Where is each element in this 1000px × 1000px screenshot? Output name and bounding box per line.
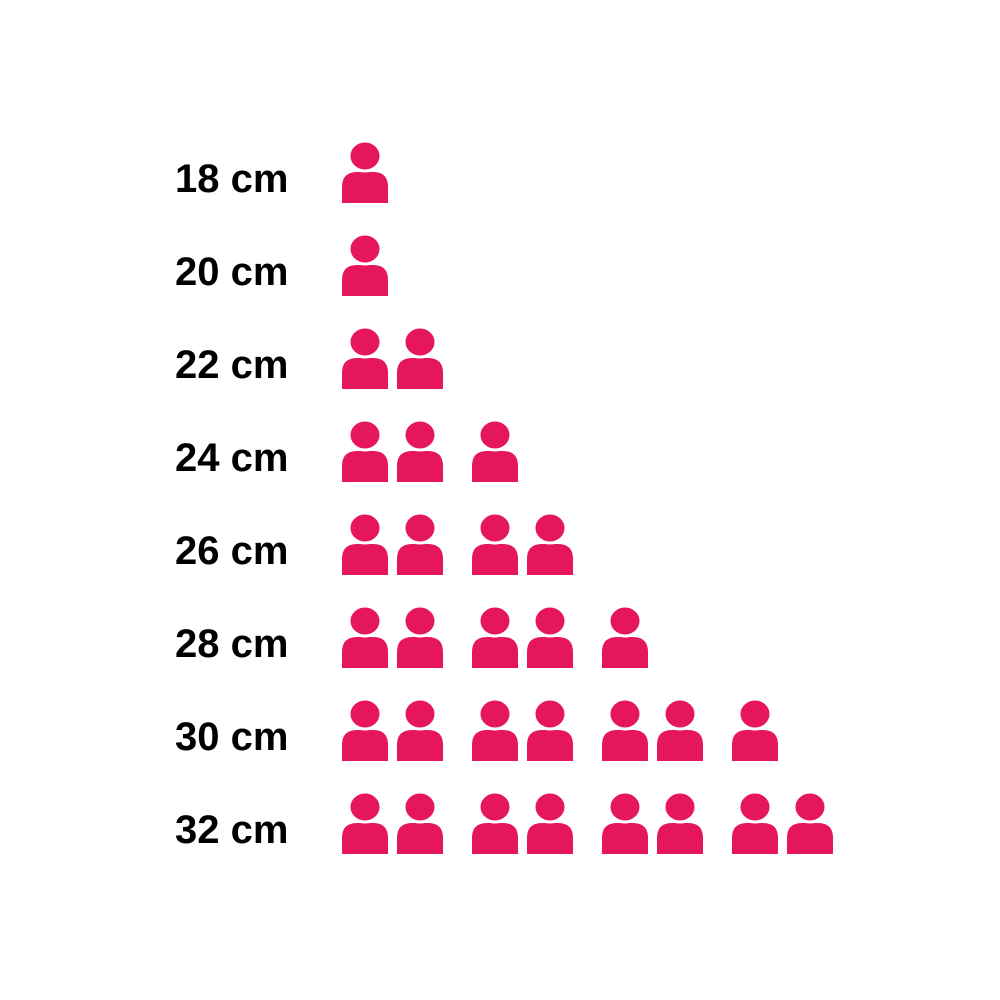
person-icon — [472, 792, 518, 854]
icon-group — [340, 792, 835, 854]
icon-group — [340, 327, 445, 389]
category-label: 32 cm — [175, 808, 289, 852]
person-icon — [397, 792, 443, 854]
person-icon — [342, 606, 388, 668]
pictogram-row: 20 cm — [175, 234, 835, 296]
person-icon — [342, 699, 388, 761]
pictogram-row: 24 cm — [175, 420, 835, 482]
pictogram-row: 30 cm — [175, 699, 835, 761]
category-label: 30 cm — [175, 715, 289, 759]
person-icon — [602, 606, 648, 668]
person-icon — [602, 792, 648, 854]
category-label: 28 cm — [175, 622, 289, 666]
category-label: 24 cm — [175, 436, 289, 480]
person-icon — [342, 513, 388, 575]
person-icon — [397, 327, 443, 389]
person-icon — [732, 699, 778, 761]
person-icon — [472, 606, 518, 668]
person-icon — [657, 792, 703, 854]
person-icon — [657, 699, 703, 761]
person-icon — [472, 513, 518, 575]
person-icon — [527, 699, 573, 761]
icon-group — [340, 699, 780, 761]
pictogram-row: 32 cm — [175, 792, 835, 854]
person-icon — [342, 420, 388, 482]
pictogram-row: 22 cm — [175, 327, 835, 389]
category-label: 22 cm — [175, 343, 289, 387]
pictogram-row: 26 cm — [175, 513, 835, 575]
pictogram-chart: 18 cm 20 cm 22 cm 24 cm 26 cm 28 cm 30 cm 32 cm — [175, 141, 835, 885]
icon-group — [340, 513, 575, 575]
person-icon — [527, 513, 573, 575]
category-label: 18 cm — [175, 157, 289, 201]
icon-group — [340, 420, 520, 482]
person-icon — [527, 792, 573, 854]
person-icon — [342, 792, 388, 854]
pictogram-row: 18 cm — [175, 141, 835, 203]
person-icon — [397, 420, 443, 482]
person-icon — [397, 513, 443, 575]
icon-group — [340, 141, 390, 203]
category-label: 26 cm — [175, 529, 289, 573]
person-icon — [397, 699, 443, 761]
person-icon — [472, 420, 518, 482]
person-icon — [472, 699, 518, 761]
person-icon — [342, 327, 388, 389]
person-icon — [732, 792, 778, 854]
person-icon — [342, 234, 388, 296]
pictogram-row: 28 cm — [175, 606, 835, 668]
icon-group — [340, 606, 650, 668]
icon-group — [340, 234, 390, 296]
category-label: 20 cm — [175, 250, 289, 294]
person-icon — [602, 699, 648, 761]
person-icon — [397, 606, 443, 668]
person-icon — [342, 141, 388, 203]
person-icon — [787, 792, 833, 854]
person-icon — [527, 606, 573, 668]
